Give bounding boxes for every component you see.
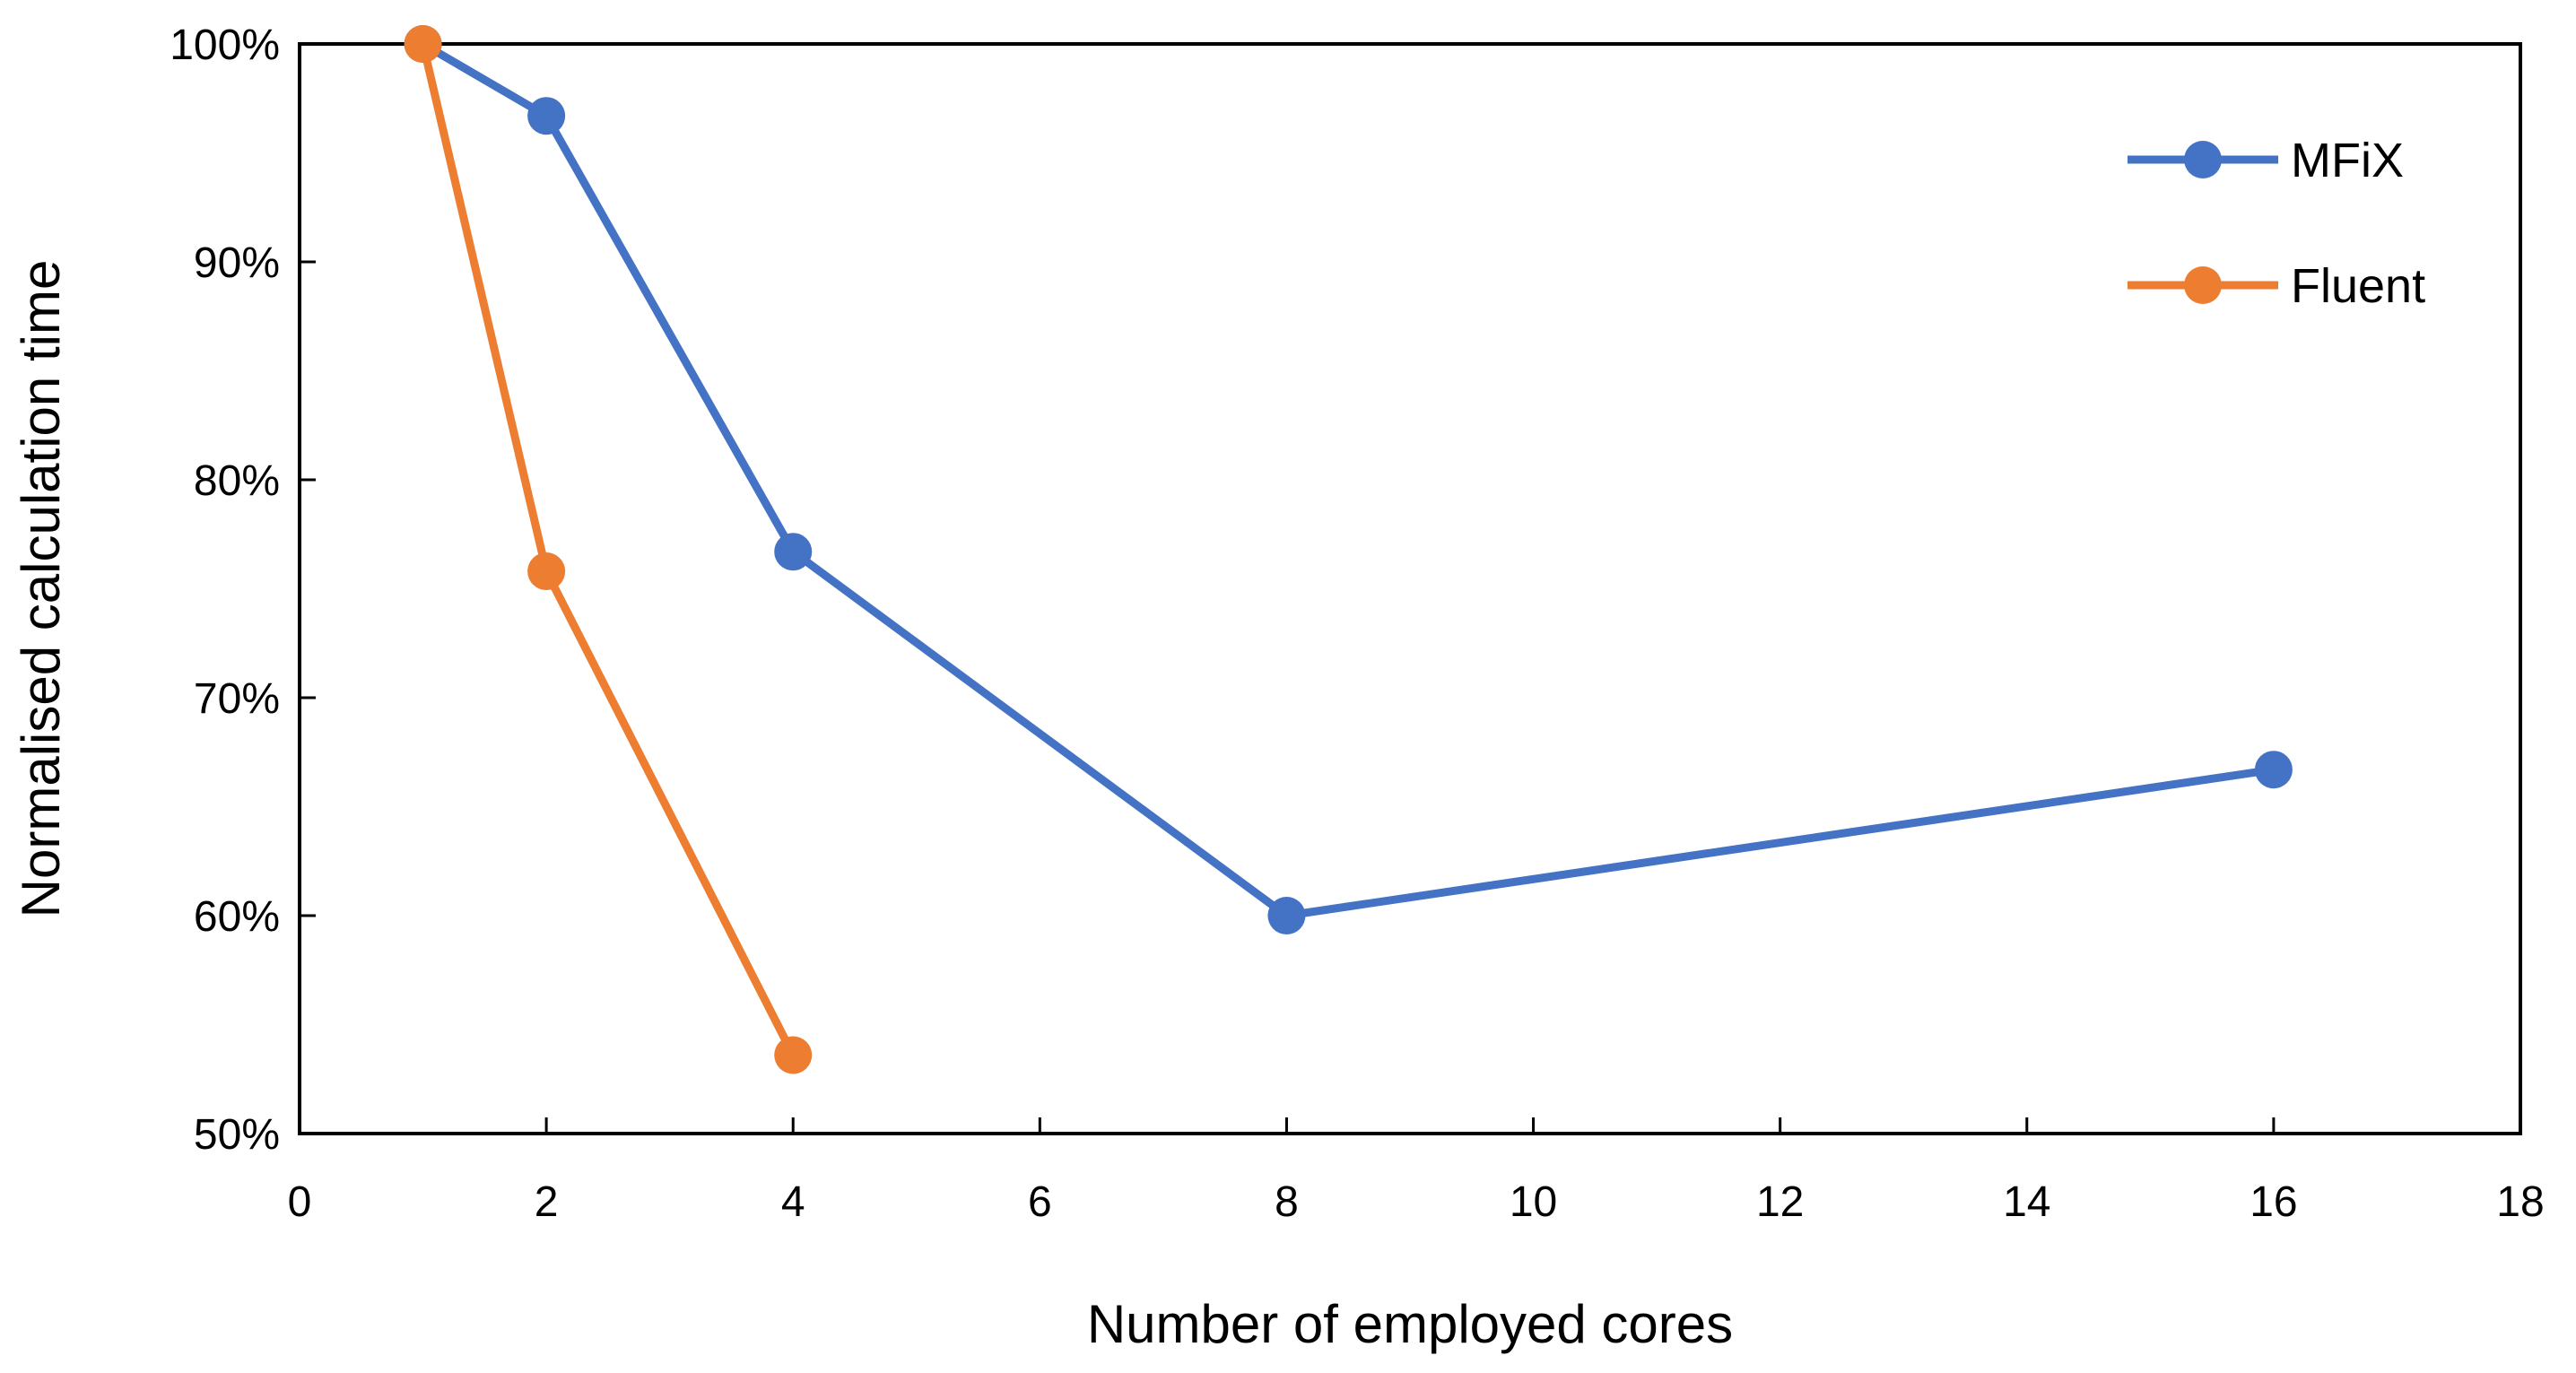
x-tick-label: 14	[2003, 1178, 2050, 1226]
x-tick-label: 6	[1028, 1178, 1052, 1226]
y-tick-label: 100%	[170, 22, 280, 69]
y-tick-label: 70%	[194, 675, 280, 723]
legend-marker	[2184, 266, 2222, 304]
x-tick-label: 0	[288, 1178, 312, 1226]
x-tick-label: 12	[1756, 1178, 1804, 1226]
x-tick-label: 18	[2496, 1178, 2544, 1226]
legend-item-mfix: MFiX	[2128, 134, 2404, 187]
y-tick-label: 50%	[194, 1111, 280, 1159]
x-axis-title: Number of employed cores	[1087, 1294, 1733, 1354]
legend-label: MFiX	[2291, 134, 2404, 187]
x-tick-label: 4	[781, 1178, 805, 1226]
y-tick-label: 60%	[194, 893, 280, 941]
y-tick-label: 90%	[194, 239, 280, 287]
legend-label: Fluent	[2291, 259, 2425, 313]
data-point-fluent	[404, 25, 442, 63]
y-tick-label: 80%	[194, 457, 280, 505]
data-point-fluent	[527, 552, 566, 591]
series-fluent	[404, 25, 813, 1074]
data-point-mfix	[774, 533, 813, 571]
series-mfix	[404, 25, 2293, 934]
data-point-mfix	[527, 97, 566, 135]
x-tick-label: 8	[1275, 1178, 1299, 1226]
data-point-fluent	[774, 1036, 813, 1074]
data-point-mfix	[1267, 897, 1306, 934]
legend-marker	[2184, 141, 2222, 178]
plot-area-frame	[298, 42, 2522, 1135]
series-line-mfix	[419, 39, 2278, 920]
y-axis-title: Normalised calculation time	[11, 260, 71, 918]
series-line-fluent	[419, 39, 797, 1060]
x-tick-label: 10	[1510, 1178, 1557, 1226]
data-point-mfix	[2254, 751, 2293, 789]
x-tick-label: 16	[2250, 1178, 2297, 1226]
x-tick-label: 2	[535, 1178, 559, 1226]
legend-item-fluent: Fluent	[2128, 259, 2425, 313]
